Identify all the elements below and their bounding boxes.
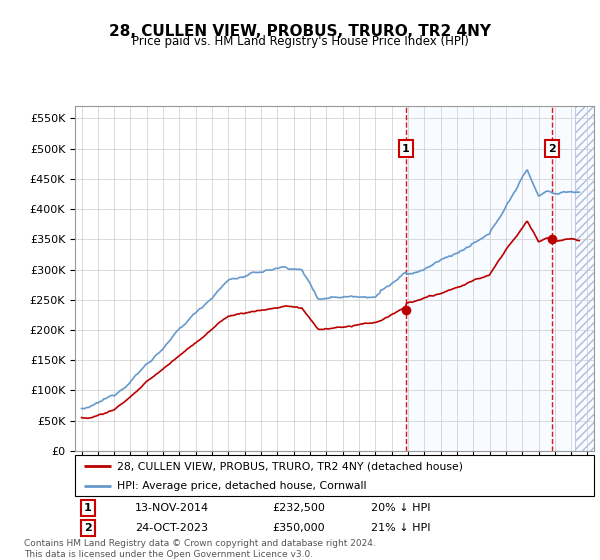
Text: Price paid vs. HM Land Registry's House Price Index (HPI): Price paid vs. HM Land Registry's House … [131, 35, 469, 48]
Text: 20% ↓ HPI: 20% ↓ HPI [371, 503, 430, 513]
Text: Contains HM Land Registry data © Crown copyright and database right 2024.
This d: Contains HM Land Registry data © Crown c… [24, 539, 376, 559]
Text: £232,500: £232,500 [272, 503, 325, 513]
Text: 2: 2 [548, 144, 556, 153]
FancyBboxPatch shape [75, 455, 594, 496]
Text: 2: 2 [84, 523, 92, 533]
Text: 13-NOV-2014: 13-NOV-2014 [134, 503, 209, 513]
Text: HPI: Average price, detached house, Cornwall: HPI: Average price, detached house, Corn… [116, 480, 366, 491]
Bar [575, 106, 596, 451]
Bar [406, 106, 575, 451]
Text: 28, CULLEN VIEW, PROBUS, TRURO, TR2 4NY (detached house): 28, CULLEN VIEW, PROBUS, TRURO, TR2 4NY … [116, 461, 463, 471]
Text: £350,000: £350,000 [272, 523, 325, 533]
Bar [575, 106, 596, 451]
Text: 1: 1 [84, 503, 92, 513]
Text: 21% ↓ HPI: 21% ↓ HPI [371, 523, 430, 533]
Text: 24-OCT-2023: 24-OCT-2023 [134, 523, 208, 533]
Text: 28, CULLEN VIEW, PROBUS, TRURO, TR2 4NY: 28, CULLEN VIEW, PROBUS, TRURO, TR2 4NY [109, 24, 491, 39]
Text: 1: 1 [402, 144, 410, 153]
